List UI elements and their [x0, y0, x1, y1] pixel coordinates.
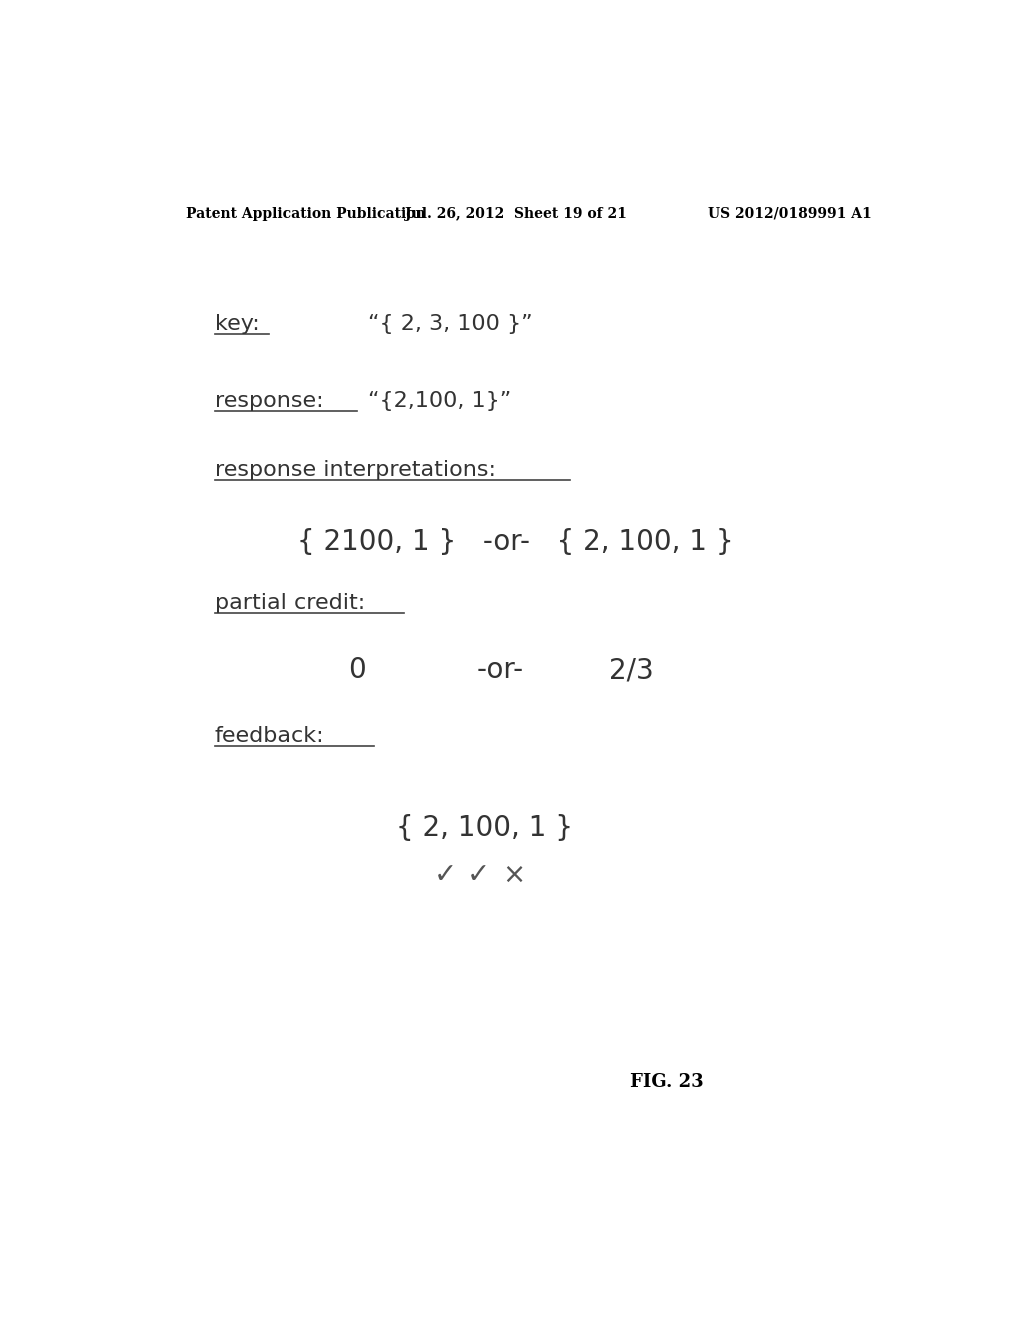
Text: ✓: ✓ — [434, 861, 458, 888]
Text: “{ 2, 3, 100 }”: “{ 2, 3, 100 }” — [369, 314, 532, 334]
Text: key:: key: — [215, 314, 259, 334]
Text: partial credit:: partial credit: — [215, 594, 365, 614]
Text: response interpretations:: response interpretations: — [215, 461, 496, 480]
Text: Jul. 26, 2012  Sheet 19 of 21: Jul. 26, 2012 Sheet 19 of 21 — [404, 207, 627, 220]
Text: ×: × — [503, 861, 525, 888]
Text: { 2, 100, 1 }: { 2, 100, 1 } — [396, 814, 573, 842]
Text: response:: response: — [215, 391, 324, 411]
Text: ✓: ✓ — [467, 861, 489, 888]
Text: 0: 0 — [348, 656, 366, 685]
Text: 2/3: 2/3 — [609, 656, 654, 685]
Text: “{2,100, 1}”: “{2,100, 1}” — [369, 391, 512, 411]
Text: feedback:: feedback: — [215, 726, 325, 746]
Text: FIG. 23: FIG. 23 — [630, 1073, 703, 1092]
Text: { 2100, 1 }   -or-   { 2, 100, 1 }: { 2100, 1 } -or- { 2, 100, 1 } — [297, 528, 734, 556]
Text: -or-: -or- — [476, 656, 523, 685]
Text: US 2012/0189991 A1: US 2012/0189991 A1 — [709, 207, 872, 220]
Text: Patent Application Publication: Patent Application Publication — [186, 207, 426, 220]
